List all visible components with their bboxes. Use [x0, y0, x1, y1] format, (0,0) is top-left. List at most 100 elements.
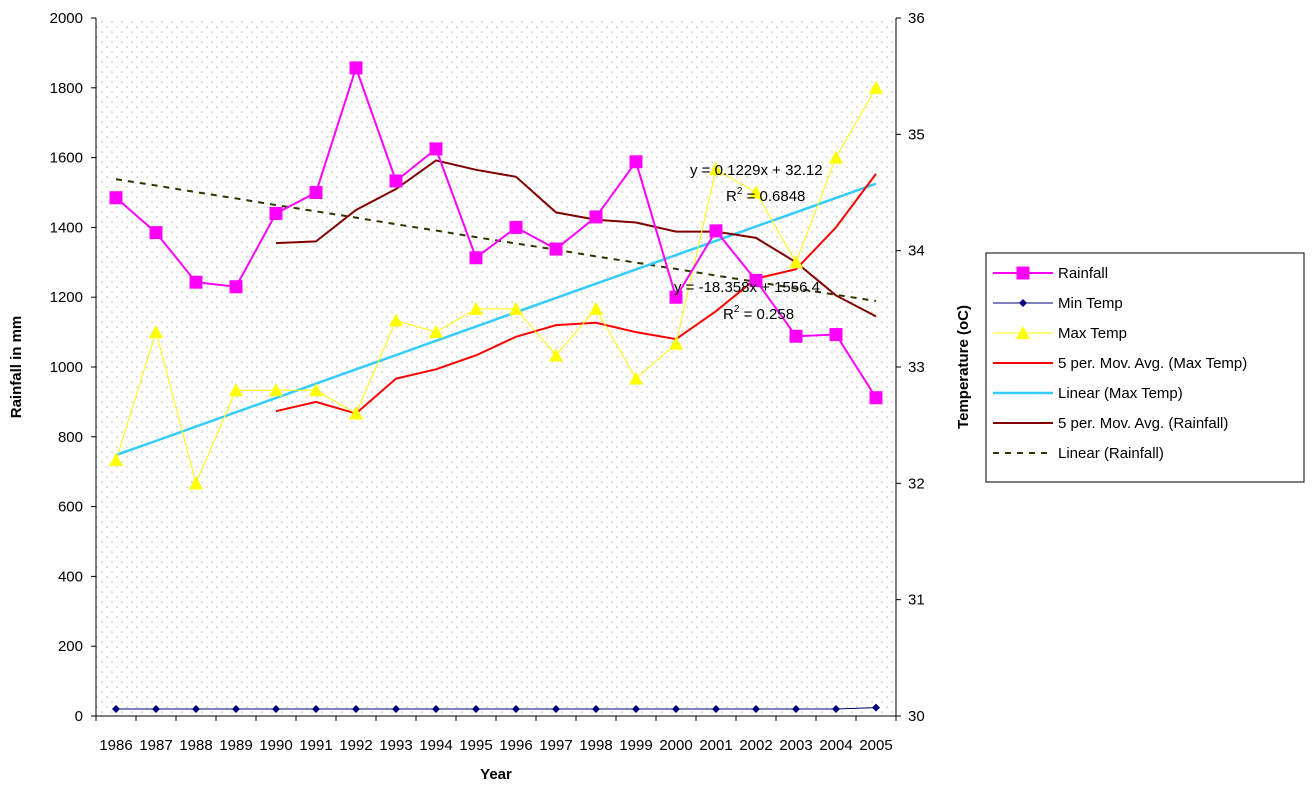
- x-tick-label: 1990: [259, 737, 292, 754]
- data-point-marker: [392, 705, 400, 714]
- x-tick-label: 1987: [139, 737, 172, 754]
- legend-label: Linear (Max Temp): [1058, 385, 1183, 402]
- legend-item: Rainfall: [993, 265, 1108, 282]
- right-y-tick-label: 36: [908, 10, 925, 27]
- x-tick-label: 2003: [779, 737, 812, 754]
- data-point-marker: [509, 220, 523, 234]
- data-point-marker: [552, 705, 560, 714]
- right-y-tick-label: 30: [908, 708, 925, 725]
- data-point-marker: [512, 705, 520, 714]
- series-line: [275, 173, 877, 415]
- x-tick-label: 2001: [699, 737, 732, 754]
- x-tick-label: 1995: [459, 737, 492, 754]
- series-linear-rainfall: [115, 178, 877, 303]
- data-point-marker: [789, 255, 803, 269]
- data-point-marker: [192, 705, 200, 714]
- legend-label: 5 per. Mov. Avg. (Max Temp): [1058, 355, 1247, 372]
- data-point-marker: [152, 705, 160, 714]
- legend-item: 5 per. Mov. Avg. (Max Temp): [993, 355, 1247, 372]
- data-point-marker: [749, 273, 763, 287]
- legend-box: [985, 252, 1305, 483]
- x-tick-label: 1997: [539, 737, 572, 754]
- series-line: [115, 178, 877, 303]
- left-y-tick-label: 1600: [50, 150, 83, 167]
- rainfall-trend-equation: y = -18.358x + 1556.4: [674, 279, 820, 296]
- legend-label: Max Temp: [1058, 325, 1127, 342]
- x-tick-label: 1986: [99, 737, 132, 754]
- left-y-tick-label: 600: [58, 499, 83, 516]
- left-y-tick-label: 0: [75, 708, 83, 725]
- series-5-per-mov-avg-max-temp: [275, 173, 877, 415]
- data-point-marker: [149, 226, 163, 240]
- x-tick-label: 2005: [859, 737, 892, 754]
- x-tick-label: 1988: [179, 737, 212, 754]
- data-point-marker: [629, 371, 643, 385]
- data-point-marker: [229, 280, 243, 294]
- data-point-marker: [429, 142, 443, 156]
- left-y-tick-label: 2000: [50, 10, 83, 27]
- x-tick-label: 2004: [819, 737, 852, 754]
- left-y-tick-label: 200: [58, 638, 83, 655]
- data-point-marker: [472, 705, 480, 714]
- data-point-marker: [872, 703, 880, 712]
- data-point-marker: [112, 705, 120, 714]
- x-tick-label: 1991: [299, 737, 332, 754]
- legend-swatch-marker: [1016, 326, 1030, 339]
- x-tick-label: 1998: [579, 737, 612, 754]
- data-point-marker: [869, 80, 883, 94]
- data-point-marker: [752, 705, 760, 714]
- data-point-marker: [589, 210, 603, 224]
- data-point-marker: [712, 705, 720, 714]
- left-y-tick-label: 800: [58, 429, 83, 446]
- data-point-marker: [469, 251, 483, 265]
- data-point-marker: [429, 325, 443, 339]
- rainfall-trend-r2: R2 = 0.258: [723, 304, 794, 323]
- legend-label: Min Temp: [1058, 295, 1123, 312]
- data-point-marker: [189, 476, 203, 490]
- data-point-marker: [672, 705, 680, 714]
- x-tick-label: 1996: [499, 737, 532, 754]
- data-point-marker: [749, 185, 763, 199]
- data-point-marker: [469, 301, 483, 315]
- left-y-tick-label: 1200: [50, 289, 83, 306]
- x-tick-label: 1994: [419, 737, 452, 754]
- maxtemp-trend-r2: R2 = 0.6848: [726, 186, 805, 205]
- series-line: [116, 707, 877, 710]
- right-y-tick-label: 34: [908, 243, 925, 260]
- data-point-marker: [109, 453, 123, 467]
- left-y-tick-label: 1400: [50, 219, 83, 236]
- x-axis-title: Year: [480, 766, 512, 783]
- legend-label: 5 per. Mov. Avg. (Rainfall): [1058, 415, 1228, 432]
- data-point-marker: [349, 61, 363, 75]
- data-point-marker: [272, 705, 280, 714]
- data-point-marker: [789, 329, 803, 343]
- data-point-marker: [269, 206, 283, 220]
- data-point-marker: [592, 705, 600, 714]
- data-point-marker: [829, 328, 843, 342]
- data-point-marker: [709, 162, 723, 176]
- right-y-tick-label: 31: [908, 592, 925, 609]
- series-line: [275, 159, 877, 318]
- data-point-marker: [669, 290, 683, 304]
- x-tick-label: 2002: [739, 737, 772, 754]
- data-point-marker: [632, 705, 640, 714]
- data-point-marker: [232, 705, 240, 714]
- data-point-marker: [832, 705, 840, 714]
- right-y-axis-title: Temperature (oC): [955, 305, 972, 429]
- left-y-tick-label: 400: [58, 568, 83, 585]
- data-point-marker: [389, 174, 403, 188]
- data-point-marker: [709, 224, 723, 238]
- x-tick-label: 1989: [219, 737, 252, 754]
- data-point-marker: [669, 336, 683, 350]
- data-point-marker: [189, 275, 203, 289]
- left-y-tick-label: 1800: [50, 80, 83, 97]
- left-y-axis-title: Rainfall in mm: [8, 316, 25, 419]
- legend-swatch-marker: [1019, 299, 1027, 307]
- series-line: [115, 64, 877, 399]
- right-y-tick-label: 32: [908, 475, 925, 492]
- series-line: [115, 182, 877, 457]
- data-point-marker: [309, 186, 323, 199]
- data-point-marker: [549, 242, 563, 256]
- legend-label: Rainfall: [1058, 265, 1108, 282]
- data-point-marker: [269, 383, 283, 397]
